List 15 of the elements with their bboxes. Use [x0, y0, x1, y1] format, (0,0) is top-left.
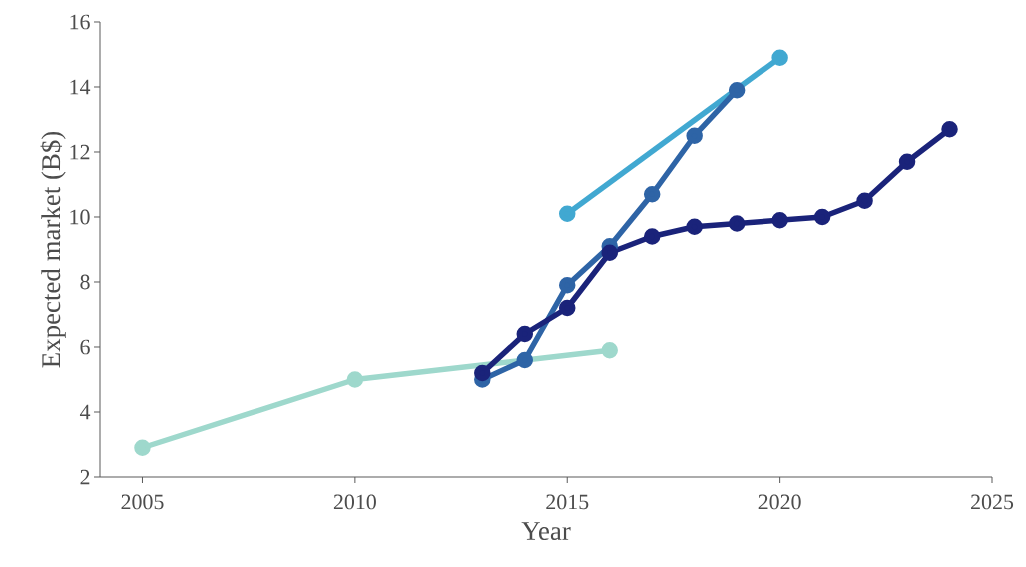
y-tick-label: 10 [70, 209, 90, 225]
y-tick-label: 12 [70, 144, 90, 160]
y-tick-label: 16 [70, 14, 90, 30]
y-tick-label: 14 [70, 79, 91, 95]
y-tick-label: 4 [79, 404, 91, 420]
x-tick-label: 2025 [971, 494, 1014, 510]
y-tick-label: 6 [80, 339, 90, 355]
x-axis-title: Year [521, 522, 571, 541]
y-tick-label: 2 [80, 469, 90, 485]
x-tick-label: 2015 [546, 494, 589, 510]
x-tick-label: 2020 [758, 494, 801, 510]
y-axis-title: Expected market (B$) [40, 131, 66, 368]
x-tick-label: 2005 [121, 494, 164, 510]
y-tick-label: 8 [80, 274, 90, 290]
x-tick-label: 2010 [333, 494, 376, 510]
